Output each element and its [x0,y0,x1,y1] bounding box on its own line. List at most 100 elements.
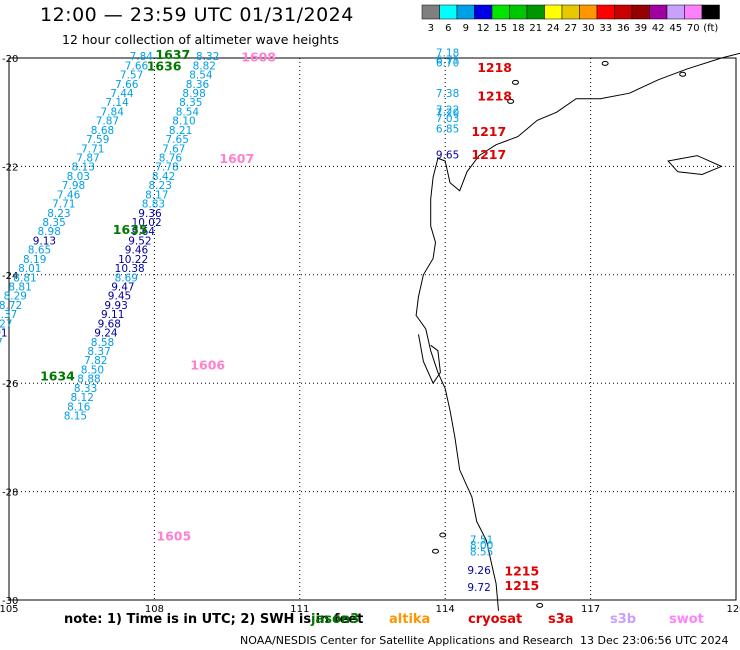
legend-swatch [491,4,510,20]
legend-label: 3 [428,23,434,34]
wave-height-value: 9.45 [108,291,131,303]
wave-height-value: 8.10 [172,116,195,128]
legend-swatch [544,4,563,20]
wave-height-value: 8.55 [470,547,493,559]
wave-height-value: 7.66 [115,79,139,91]
coastline [415,52,740,611]
pass-number-label: 1215 [504,578,539,593]
island-outline [507,98,515,104]
satellite-label: s3b [610,612,637,627]
legend-label: 15 [494,23,507,34]
wave-height-value: 8.37 [87,346,110,358]
lat-tick-label: -30 [2,596,18,607]
pass-number-label: 1605 [156,528,191,543]
legend-label: 24 [547,23,560,34]
wave-height-value: 7.84 [101,107,125,119]
legend-label: 12 [477,23,490,34]
wave-height-value: 8.76 [159,153,183,165]
wave-height-value: 9.93 [104,300,127,312]
wave-height-value: 7.98 [62,180,85,192]
legend-swatch [456,4,475,20]
generation-timestamp: 13 Dec 23:06:56 UTC 2024 [580,634,729,647]
wave-height-value: 9.65 [436,149,459,161]
wave-height-value: 8.21 [169,125,192,137]
wave-height-value: 9.68 [98,318,121,330]
wave-height-value: 7.44 [110,88,134,100]
wave-height-value: 8.50 [81,364,104,376]
wave-height-value: 8.00 [470,540,493,552]
lon-tick-label: 114 [436,604,455,615]
wave-height-value: 9.11 [101,309,124,321]
wave-height-value: 8.16 [67,401,91,413]
satellite-label: cryosat [468,612,523,627]
lat-tick-label: -26 [2,379,18,390]
island-outline [601,60,609,66]
wave-height-value: 8.72 [0,300,22,312]
wave-height-value: 8.29 [4,291,27,303]
legend-label: 18 [512,23,525,34]
island-outline [439,532,447,538]
legend-swatch [631,4,650,20]
legend-swatch [684,4,703,20]
island-outline [432,548,440,554]
pass-number-label: 1637 [155,47,190,62]
australia-coastline [415,52,740,611]
lat-tick-label: -22 [2,162,18,173]
wave-height-value: 8.23 [149,180,172,192]
wave-height-value: 8.68 [91,125,114,137]
satellite-label: swot [669,612,704,627]
altimeter-tracks: 7.847.667.577.667.447.147.847.878.687.59… [0,47,493,593]
color-legend: 3 6 9 12 15 18 21 24 27 30 33 36 39 42 45 70 (ft) [421,4,720,34]
wave-height-value: 7.87 [76,153,99,165]
map-subtitle: 12 hour collection of altimeter wave hei… [62,32,339,47]
lon-tick-label: 111 [290,604,309,615]
pass-number-label: 1634 [40,369,75,384]
wave-height-value: 9.64 [132,226,156,238]
wave-height-value: 8.27 [0,318,12,330]
legend-label: 33 [599,23,612,34]
wave-height-value: 7.14 [105,97,129,109]
legend-swatch [474,4,493,20]
pass-number-label: 1635 [113,222,148,237]
lat-tick-label: -24 [2,271,18,282]
pass-number-label: 1215 [504,564,539,579]
wave-height-value: 7.20 [436,108,459,120]
lat-tick-label: -20 [2,54,18,65]
wave-height-value: 10.38 [115,263,145,275]
wave-height-value: 8.36 [186,79,210,91]
pass-number-label: 1218 [477,88,512,103]
pass-number-label: 1217 [471,147,506,162]
island-outline [511,79,519,85]
legend-swatch [614,4,633,20]
wave-height-value: 10.22 [118,254,148,266]
pass-number-label: 1606 [190,358,225,373]
legend-label: 70 [687,23,700,34]
wave-height-value: 8.58 [91,337,114,349]
wave-height-value: 8.17 [145,189,168,201]
wave-height-value: 10.02 [132,217,162,229]
wave-height-value: 8.65 [28,245,51,257]
wave-height-value: 9.13 [33,235,56,247]
legend-label: 30 [582,23,595,34]
wave-height-value: 7.59 [86,134,109,146]
pass-number-label: 1608 [241,49,276,64]
wave-height-value: 8.15 [64,411,87,423]
wave-height-value: 8.13 [72,162,95,174]
wave-height-value: 7.51 [470,535,493,547]
satellite-label: s3a [548,612,574,627]
pass-number-label: 1217 [471,124,506,139]
legend-swatch [509,4,528,20]
wave-height-value: 7.65 [166,134,189,146]
lat-tick-label: -28 [2,488,18,499]
wave-height-value: 7.71 [81,143,104,155]
satellite-label: jason3 [311,612,360,627]
wave-height-value: 8.03 [67,171,90,183]
wave-height-value: 8.42 [152,171,175,183]
wave-height-value: 7.22 [436,104,459,116]
wave-height-value: 7.82 [84,355,107,367]
legend-swatch [421,4,440,20]
wave-height-value: 9.36 [138,208,162,220]
wave-height-value: 8.19 [23,254,46,266]
wave-height-value: 7.66 [125,60,149,72]
lon-tick-label: 105 [0,604,19,615]
